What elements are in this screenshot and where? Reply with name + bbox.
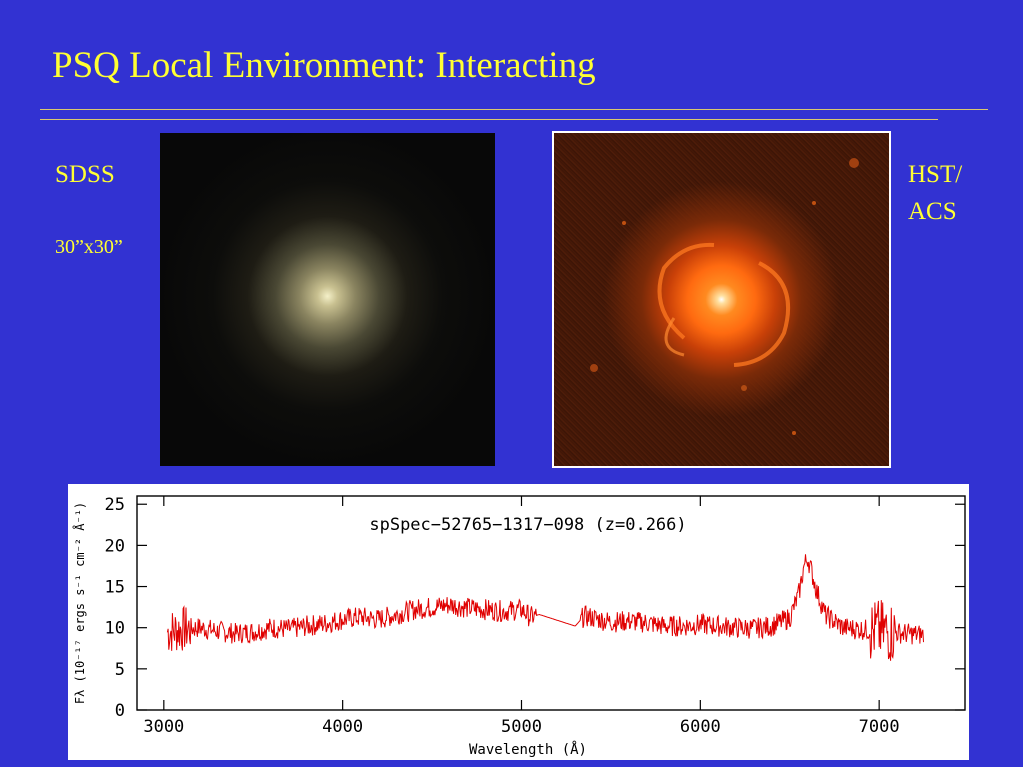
y-tick-label: 15 [105,578,125,598]
x-tick-label: 7000 [859,717,900,737]
y-axis-label: Fλ (10⁻¹⁷ ergs s⁻¹ cm⁻² Å⁻¹) [72,502,87,704]
x-tick-label: 5000 [501,717,542,737]
title-divider-top [40,109,988,110]
y-tick-label: 25 [105,495,125,515]
hst-acs-image-frame [552,131,891,468]
x-tick-label: 6000 [680,717,721,737]
slide-title: PSQ Local Environment: Interacting [52,45,596,86]
y-tick-label: 20 [105,536,125,556]
y-tick-label: 5 [115,660,125,680]
hst-label-line1: HST/ [908,161,963,188]
x-axis-label: Wavelength (Å) [469,741,587,758]
sdss-label: SDSS [55,161,115,188]
y-tick-label: 0 [115,701,125,721]
x-tick-label: 3000 [143,717,184,737]
hst-label-line2: ACS [908,198,957,225]
spectrum-plot: spSpec−52765−1317−098 (z=0.266) Waveleng… [72,495,966,758]
x-tick-label: 4000 [322,717,363,737]
plot-frame [136,495,966,711]
hst-galaxy-image [554,133,889,466]
title-divider-bottom [40,119,938,120]
chart-title: spSpec−52765−1317−098 (z=0.266) [369,515,686,535]
hst-spiral-arms [590,158,859,435]
spectrum-chart: spSpec−52765−1317−098 (z=0.266) Waveleng… [68,484,969,760]
y-tick-label: 10 [105,619,125,639]
sdss-galaxy-image [160,133,495,466]
spectrum-series-line [166,554,924,661]
field-size-label: 30”x30” [55,236,123,258]
